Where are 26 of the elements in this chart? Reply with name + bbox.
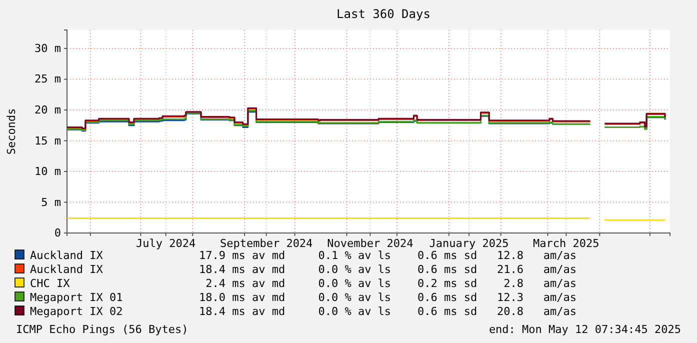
- y-tick-label: 25 m: [34, 72, 62, 86]
- x-tick-label: January 2025: [429, 236, 509, 250]
- y-tick-label: 10 m: [34, 165, 62, 178]
- x-tick-label: November 2024: [327, 236, 414, 250]
- text: 18.4 ms av md 0.0 % av ls 0.6 ms sd 20.8 am/as: [199, 305, 576, 318]
- text: 17.9 ms av md 0.1 % av ls 0.6 ms sd 12.8 am/as: [199, 249, 576, 262]
- legend-label: Auckland IX: [30, 249, 104, 262]
- text: 18.0 ms av md 0.0 % av ls 0.6 ms sd 12.3 am/as: [199, 291, 576, 304]
- x-tick-label: July 2024: [136, 236, 196, 250]
- text: 2.4 ms av md 0.0 % av ls 0.2 ms sd 2.8 am/as: [199, 277, 576, 290]
- y-tick-label: 15 m: [34, 134, 62, 148]
- y-tick-label: 0: [54, 226, 61, 240]
- x-tick-label: March 2025: [533, 236, 600, 250]
- legend-label: Megaport IX 02: [30, 305, 123, 318]
- text: 18.4 ms av md 0.0 % av ls 0.6 ms sd 21.6 am/as: [199, 263, 576, 276]
- y-axis-title: Seconds: [5, 108, 18, 155]
- y-tick-label: 30 m: [34, 42, 62, 55]
- legend-label: Auckland IX: [30, 263, 104, 276]
- y-tick-label: 20 m: [34, 103, 62, 116]
- text: end: Mon May 12 07:34:45 2025: [488, 323, 681, 336]
- chart-title: Last 360 Days: [336, 7, 430, 21]
- legend-label: Megaport IX 01: [30, 291, 123, 304]
- text: ICMP Echo Pings (56 Bytes): [16, 323, 188, 336]
- x-tick-label: September 2024: [220, 236, 314, 250]
- legend-label: CHC IX: [30, 277, 70, 290]
- y-tick-label: 5 m: [41, 196, 62, 209]
